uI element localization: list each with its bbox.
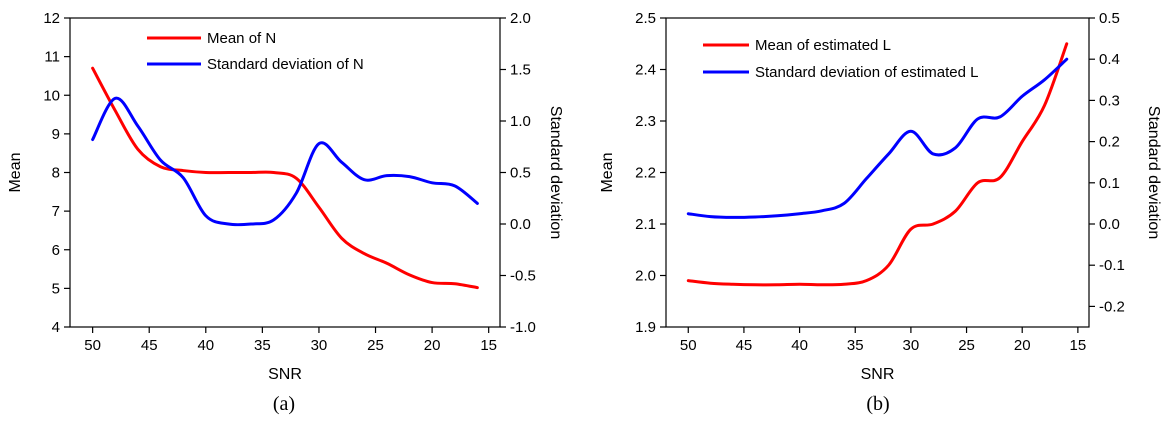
x-tick-label: 40	[791, 337, 808, 354]
legend-label: Standard deviation of estimated L	[755, 64, 978, 81]
panel-caption: (b)	[866, 393, 889, 415]
y-left-tick-label: 9	[52, 126, 60, 143]
x-tick-label: 25	[367, 337, 384, 354]
y-right-tick-label: 2.0	[510, 10, 531, 27]
y-left-tick-label: 1.9	[635, 319, 656, 336]
x-tick-label: 20	[424, 337, 441, 354]
y-right-tick-label: 0.3	[1099, 92, 1120, 109]
x-axis-label: SNR	[268, 366, 302, 383]
x-tick-label: 45	[736, 337, 753, 354]
x-tick-label: 40	[197, 337, 214, 354]
y-axis-right-label: Standard deviation	[1145, 106, 1162, 239]
x-tick-label: 50	[680, 337, 697, 354]
x-tick-label: 35	[847, 337, 864, 354]
legend-label: Mean of estimated L	[755, 37, 891, 54]
y-right-tick-label: 0.2	[1099, 134, 1120, 151]
series-line-std	[91, 96, 479, 227]
y-right-tick-label: 0.0	[1099, 216, 1120, 233]
x-axis-label: SNR	[861, 366, 895, 383]
x-tick-label: 20	[1014, 337, 1031, 354]
y-right-tick-label: 0.5	[1099, 10, 1120, 27]
x-tick-label: 15	[480, 337, 497, 354]
x-tick-label: 35	[254, 337, 271, 354]
y-right-tick-label: 1.5	[510, 62, 531, 79]
y-left-tick-label: 10	[43, 87, 60, 104]
panel-b: 50 45 40 35 30 25 20 15 1.9 2.0 2.1 2.2 2.3 2.4 2.5 -0.…	[599, 10, 1162, 415]
x-tick-label: 45	[141, 337, 158, 354]
y-axis-left-label: Mean	[7, 152, 24, 192]
series-line-std	[686, 57, 1069, 219]
panel-a: 50 45 40 35 30 25 20 15456789101112-1.0-0.50.00…	[7, 10, 564, 415]
y-right-tick-label: 0.4	[1099, 51, 1120, 68]
y-left-tick-label: 2.3	[635, 113, 656, 130]
series-line-mean	[91, 66, 479, 290]
y-left-tick-label: 2.1	[635, 216, 656, 233]
y-left-tick-label: 7	[52, 203, 60, 220]
y-right-tick-label: -1.0	[510, 319, 536, 336]
y-right-tick-label: 1.0	[510, 113, 531, 130]
y-axis-left-label: Mean	[599, 152, 616, 192]
series-line-mean	[686, 42, 1069, 287]
panel-caption: (a)	[273, 393, 295, 415]
y-right-tick-label: -0.1	[1099, 257, 1125, 274]
y-left-tick-label: 5	[52, 280, 60, 297]
y-right-tick-label: 0.1	[1099, 175, 1120, 192]
y-left-tick-label: 4	[52, 319, 60, 336]
y-axis-right-label: Standard deviation	[547, 106, 564, 239]
x-tick-label: 30	[903, 337, 920, 354]
y-right-tick-label: -0.2	[1099, 298, 1125, 315]
y-left-tick-label: 12	[43, 10, 60, 27]
y-right-tick-label: -0.5	[510, 268, 536, 285]
y-left-tick-label: 2.4	[635, 62, 656, 79]
y-left-tick-label: 2.2	[635, 165, 656, 182]
y-left-tick-label: 2.0	[635, 268, 656, 285]
y-right-tick-label: 0.5	[510, 165, 531, 182]
legend-label: Mean of N	[207, 30, 276, 47]
y-left-tick-label: 8	[52, 165, 60, 182]
y-left-tick-label: 2.5	[635, 10, 656, 27]
x-tick-label: 30	[311, 337, 328, 354]
y-left-tick-label: 6	[52, 242, 60, 259]
legend-label: Standard deviation of N	[207, 56, 364, 73]
x-tick-label: 50	[84, 337, 101, 354]
y-right-tick-label: 0.0	[510, 216, 531, 233]
y-left-tick-label: 11	[44, 49, 60, 66]
x-tick-label: 15	[1070, 337, 1087, 354]
x-tick-label: 25	[958, 337, 975, 354]
